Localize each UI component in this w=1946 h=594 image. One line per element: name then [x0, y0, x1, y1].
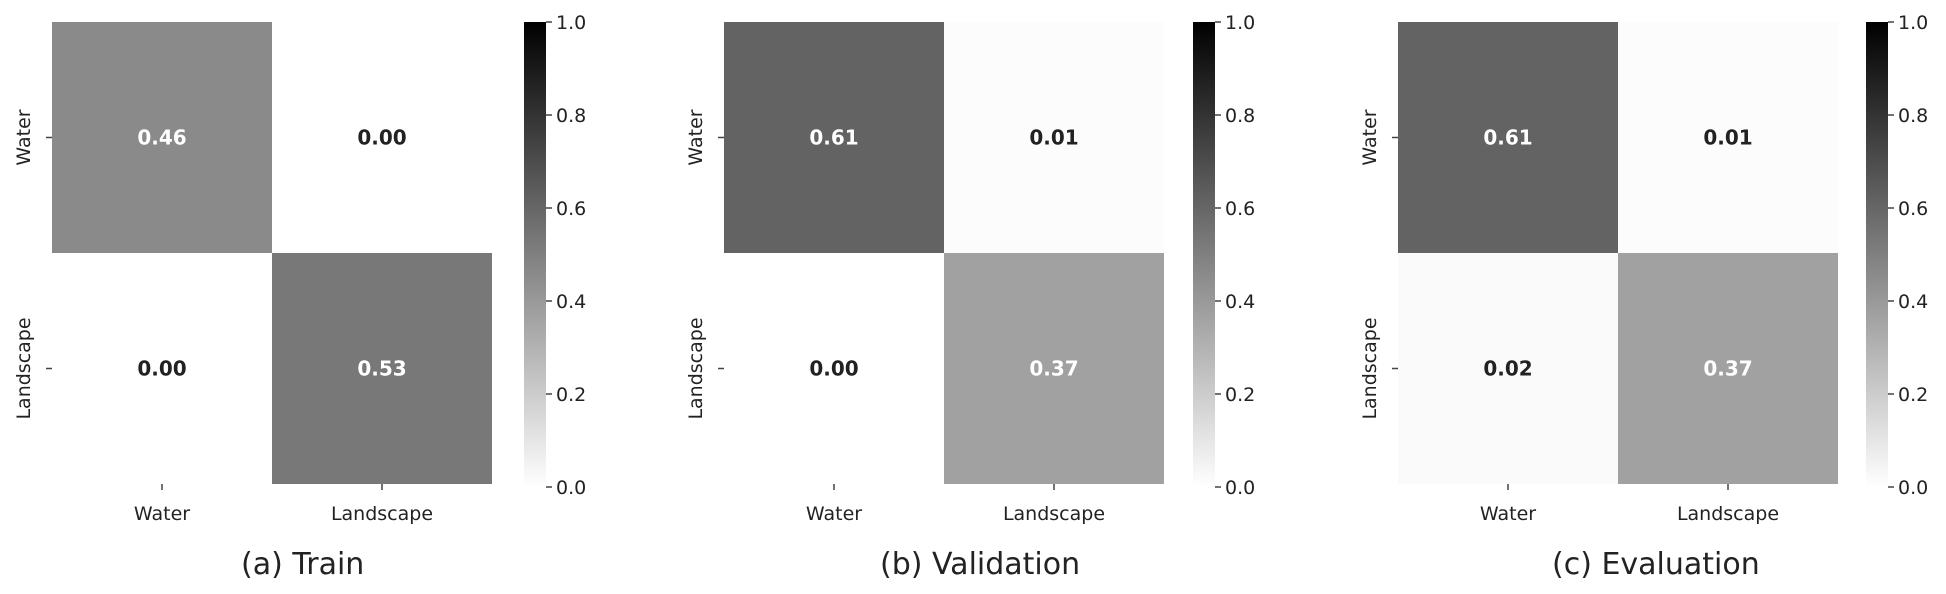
cell-value-label: 0.01	[1703, 126, 1752, 150]
heatmap-cell-b-r0-c1	[944, 22, 1164, 253]
y-tick-label: Water	[685, 109, 707, 165]
cell-value-label: 0.61	[809, 126, 858, 150]
colorbar-tick-label: 0.2	[556, 384, 586, 406]
colorbar-tick-label: 0.8	[1898, 105, 1928, 127]
colorbar-a	[524, 22, 546, 487]
cell-value-label: 0.00	[809, 357, 858, 381]
cell-value-label: 0.37	[1703, 357, 1752, 381]
x-tick-label: Landscape	[1677, 503, 1779, 525]
y-tick-label: Landscape	[685, 317, 707, 419]
y-tick-label: Landscape	[13, 317, 35, 419]
colorbar-tick-label: 0.4	[556, 291, 586, 313]
caption-b: (b) Validation	[880, 547, 1081, 582]
x-tick-label: Water	[134, 503, 190, 525]
colorbar-tick-label: 1.0	[1225, 12, 1255, 34]
cell-value-label: 0.61	[1483, 126, 1532, 150]
heatmap-cell-c-r0-c1	[1618, 22, 1838, 253]
y-tick-label: Landscape	[1359, 317, 1381, 419]
heatmap-cell-b-r1-c0	[724, 253, 944, 484]
cell-value-label: 0.00	[137, 357, 186, 381]
colorbar-tick-label: 0.2	[1225, 384, 1255, 406]
x-tick-label: Water	[806, 503, 862, 525]
colorbar-b	[1193, 22, 1215, 487]
heatmap-cell-a-r0-c0	[52, 22, 272, 253]
colorbar-tick-label: 0.2	[1898, 384, 1928, 406]
colorbar-tick-label: 0.8	[1225, 105, 1255, 127]
colorbar-tick-label: 0.6	[1225, 198, 1255, 220]
colorbar-tick-label: 0.6	[556, 198, 586, 220]
x-tick-label: Water	[1480, 503, 1536, 525]
cell-value-label: 0.46	[137, 126, 186, 150]
colorbar-tick-label: 0.6	[1898, 198, 1928, 220]
caption-a: (a) Train	[241, 547, 365, 582]
heatmap-cell-c-r0-c0	[1398, 22, 1618, 253]
colorbar-tick-label: 0.0	[556, 477, 586, 499]
colorbar-c	[1866, 22, 1888, 487]
heatmap-cell-a-r0-c1	[272, 22, 492, 253]
colorbar-tick-label: 1.0	[1898, 12, 1928, 34]
colorbar-tick-label: 0.8	[556, 105, 586, 127]
heatmap-cell-c-r1-c0	[1398, 253, 1618, 484]
cell-value-label: 0.02	[1483, 357, 1532, 381]
heatmap-cell-c-r1-c1	[1618, 253, 1838, 484]
heatmap-cell-b-r0-c0	[724, 22, 944, 253]
colorbar-tick-label: 0.0	[1225, 477, 1255, 499]
heatmap-cell-b-r1-c1	[944, 253, 1164, 484]
x-tick-label: Landscape	[1003, 503, 1105, 525]
colorbar-tick-label: 0.0	[1898, 477, 1928, 499]
caption-c: (c) Evaluation	[1552, 547, 1760, 582]
colorbar-tick-label: 0.4	[1225, 291, 1255, 313]
cell-value-label: 0.00	[357, 126, 406, 150]
y-tick-label: Water	[1359, 109, 1381, 165]
cell-value-label: 0.37	[1029, 357, 1078, 381]
heatmap-cell-a-r1-c1	[272, 253, 492, 484]
cell-value-label: 0.01	[1029, 126, 1078, 150]
colorbar-tick-label: 0.4	[1898, 291, 1928, 313]
cell-value-label: 0.53	[357, 357, 406, 381]
y-tick-label: Water	[13, 109, 35, 165]
x-tick-label: Landscape	[331, 503, 433, 525]
heatmap-cell-a-r1-c0	[52, 253, 272, 484]
colorbar-tick-label: 1.0	[556, 12, 586, 34]
